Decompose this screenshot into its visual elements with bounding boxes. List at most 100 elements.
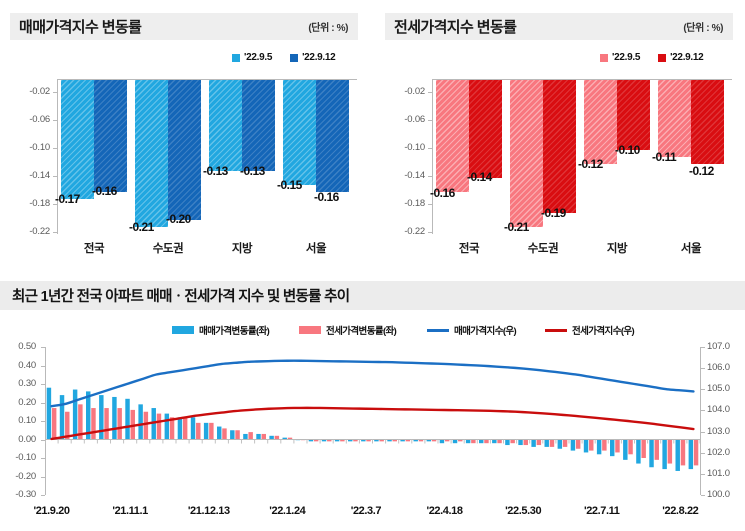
bar-jeonse-0905-local[interactable] <box>584 80 617 164</box>
trend-bar[interactable] <box>46 387 52 440</box>
trend-bar[interactable] <box>688 439 694 470</box>
legend-item-sale-0905[interactable]: '22.9.5 <box>232 52 272 63</box>
trend-bar[interactable] <box>91 408 96 440</box>
trend-bar[interactable] <box>431 439 437 442</box>
trend-bar[interactable] <box>628 439 633 455</box>
bar-sale-0905-seoul[interactable] <box>283 80 316 185</box>
legend-item-jeonse-0912[interactable]: '22.9.12 <box>658 52 704 63</box>
trend-bar[interactable] <box>282 437 287 440</box>
trend-bar[interactable] <box>602 439 607 451</box>
trend-bar[interactable] <box>610 439 615 457</box>
legend-item-sale-0912[interactable]: '22.9.12 <box>290 52 336 63</box>
trend-bar[interactable] <box>230 430 235 440</box>
trend-bar[interactable] <box>269 435 274 440</box>
trend-bar[interactable] <box>557 439 563 449</box>
trend-bar[interactable] <box>392 439 397 442</box>
bar-sale-0905-local[interactable] <box>209 80 242 171</box>
bar-sale-0912-local[interactable] <box>242 80 275 171</box>
legend-item-jeonse-0905[interactable]: '22.9.5 <box>600 52 640 63</box>
trend-bar[interactable] <box>151 408 156 440</box>
bar-jeonse-0912-capital[interactable] <box>543 80 576 213</box>
trend-bar[interactable] <box>497 439 502 444</box>
legend-item-sale-index[interactable]: 매매가격지수(우) <box>427 323 517 337</box>
trend-bar[interactable] <box>570 439 576 451</box>
trend-bar[interactable] <box>196 422 201 440</box>
trend-bar[interactable] <box>164 413 170 440</box>
trend-bar[interactable] <box>379 439 384 442</box>
trend-bar[interactable] <box>562 439 568 447</box>
trend-bar[interactable] <box>387 439 392 442</box>
trend-bar[interactable] <box>523 439 528 446</box>
trend-bar[interactable] <box>636 439 641 464</box>
trend-bar[interactable] <box>366 439 371 442</box>
trend-bar[interactable] <box>623 439 628 460</box>
bar-sale-0905-nationwide[interactable] <box>61 80 94 199</box>
trend-bar[interactable] <box>99 395 104 440</box>
trend-bar[interactable] <box>465 439 471 444</box>
bar-sale-0912-capital[interactable] <box>168 80 201 220</box>
trend-bar[interactable] <box>484 439 489 444</box>
trend-bar[interactable] <box>641 439 646 459</box>
trend-bar[interactable] <box>549 439 555 447</box>
trend-bar[interactable] <box>334 439 340 442</box>
trend-line[interactable] <box>50 406 695 441</box>
trend-bar[interactable] <box>536 439 542 446</box>
trend-bar[interactable] <box>589 439 594 451</box>
trend-bar[interactable] <box>72 389 78 440</box>
trend-bar[interactable] <box>444 439 450 442</box>
trend-bar[interactable] <box>308 439 314 442</box>
trend-bar[interactable] <box>203 422 209 440</box>
trend-bar[interactable] <box>321 439 327 442</box>
trend-bar[interactable] <box>374 439 379 442</box>
trend-bar[interactable] <box>138 404 143 440</box>
trend-line[interactable] <box>50 359 695 408</box>
trend-bar[interactable] <box>693 439 699 466</box>
bar-jeonse-0912-local[interactable] <box>617 80 650 150</box>
trend-bar[interactable] <box>531 439 536 447</box>
legend-item-jeonse-change-rate[interactable]: 전세가격변동률(좌) <box>299 323 397 337</box>
trend-bar[interactable] <box>667 439 673 464</box>
trend-bar[interactable] <box>209 422 214 440</box>
trend-bar[interactable] <box>479 439 484 444</box>
trend-bar[interactable] <box>177 417 183 440</box>
trend-bar[interactable] <box>544 439 549 447</box>
trend-bar[interactable] <box>675 439 680 471</box>
trend-bar[interactable] <box>596 439 602 455</box>
trend-bar[interactable] <box>505 439 510 446</box>
trend-bar[interactable] <box>361 439 366 442</box>
trend-bar[interactable] <box>51 408 57 440</box>
trend-bar[interactable] <box>243 433 248 440</box>
trend-bar[interactable] <box>182 417 188 440</box>
bar-jeonse-0905-nationwide[interactable] <box>436 80 469 192</box>
trend-bar[interactable] <box>492 439 497 444</box>
bar-jeonse-0905-seoul[interactable] <box>658 80 691 157</box>
trend-bar[interactable] <box>313 439 319 442</box>
trend-bar[interactable] <box>217 426 222 440</box>
bar-jeonse-0912-nationwide[interactable] <box>469 80 502 178</box>
trend-bar[interactable] <box>518 439 523 446</box>
trend-bar[interactable] <box>222 428 227 440</box>
trend-bar[interactable] <box>248 432 253 440</box>
trend-bar[interactable] <box>510 439 515 444</box>
trend-bar[interactable] <box>680 439 686 466</box>
trend-bar[interactable] <box>190 417 196 440</box>
trend-bar[interactable] <box>125 398 130 440</box>
trend-bar[interactable] <box>117 408 122 440</box>
trend-bar[interactable] <box>65 411 70 440</box>
trend-bar[interactable] <box>615 439 620 453</box>
trend-bar[interactable] <box>235 430 240 440</box>
trend-bar[interactable] <box>452 439 458 444</box>
trend-bar[interactable] <box>353 439 358 442</box>
trend-bar[interactable] <box>169 417 175 440</box>
bar-jeonse-0905-capital[interactable] <box>510 80 543 227</box>
trend-bar[interactable] <box>413 439 418 442</box>
bar-jeonse-0912-seoul[interactable] <box>691 80 724 164</box>
trend-bar[interactable] <box>287 437 293 440</box>
trend-bar[interactable] <box>86 391 91 440</box>
legend-item-jeonse-index[interactable]: 전세가격지수(우) <box>545 323 635 337</box>
trend-bar[interactable] <box>340 439 345 442</box>
trend-bar[interactable] <box>405 439 411 442</box>
trend-bar[interactable] <box>156 413 162 440</box>
trend-bar[interactable] <box>274 435 280 440</box>
trend-bar[interactable] <box>649 439 654 468</box>
